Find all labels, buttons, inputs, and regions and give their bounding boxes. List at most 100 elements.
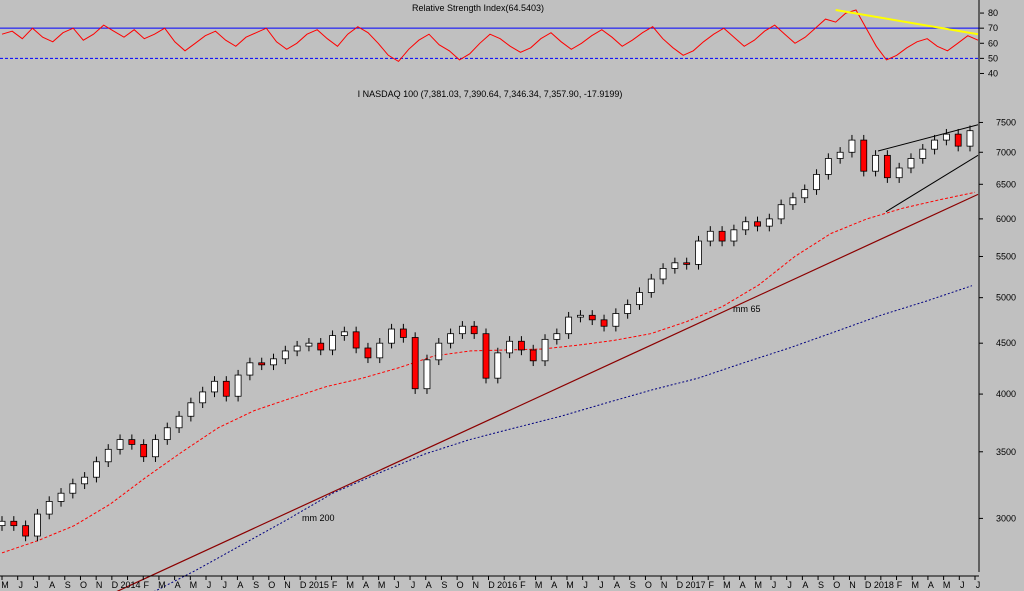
price-tick-label: 7000 [996,147,1016,157]
candle-body [895,167,903,179]
x-tick-label: F [143,580,149,590]
candle-body [258,362,266,366]
candle-body [22,525,30,537]
candle-body [883,154,891,179]
price-tick-label: 5500 [996,251,1016,261]
candle-body [518,340,525,351]
rsi-title: Relative Strength Index(64.5403) [412,3,544,13]
candle-body [553,333,561,340]
candle-body [234,374,242,397]
x-tick-label: J [772,580,777,590]
candle-body [624,304,632,314]
candle-body [565,316,573,335]
x-tick-label: S [818,580,824,590]
x-tick-label: O [268,580,275,590]
rsi-tick-label: 50 [988,53,998,63]
x-tick-label: J [787,580,792,590]
x-tick-label: M [755,580,763,590]
candle-body [718,230,726,242]
price-title: I NASDAQ 100 (7,381.03, 7,390.64, 7,346.… [358,89,623,99]
ma200-label: mm 200 [302,513,335,523]
x-tick-label: M [535,580,543,590]
rsi-tick-label: 40 [988,68,998,78]
candle-body [801,189,809,199]
x-tick-label: O [645,580,652,590]
candle-body [69,483,77,494]
x-tick-label: 2015 [309,580,329,590]
candle-body [954,133,962,147]
candle-body [529,349,537,362]
candle-body [600,319,608,327]
candle-body [848,139,856,153]
x-tick-label: N [96,580,103,590]
candle-body [706,230,714,242]
x-tick-label: A [237,580,243,590]
candle-body [942,133,950,141]
candle-body [187,402,195,417]
x-axis: M J J A S O N D 2014 F M A M J J A S O N D 2015 F M A M J J A S O N D 20… [0,575,980,590]
candle-body [931,139,938,150]
x-tick-label: J [395,580,400,590]
x-tick-label: J [34,580,39,590]
price-tick-label: 4500 [996,338,1016,348]
price-tick-label: 3500 [996,447,1016,457]
x-tick-label: S [441,580,447,590]
candle-body [211,380,218,393]
candle-body [458,325,466,335]
candle-body [541,338,549,362]
x-tick-label: N [473,580,480,590]
x-tick-label: O [80,580,87,590]
candle-body [305,342,313,347]
candle-body [765,218,773,227]
x-tick-label: J [222,580,227,590]
candlesticks [0,125,974,542]
price-axis: 3000 3500 4000 4500 5000 5500 6000 6500 7000 7500 [978,0,1016,572]
ma200-line [154,285,973,591]
support-trendline [116,193,979,591]
x-tick-label: N [284,580,291,590]
x-tick-label: M [566,580,574,590]
x-tick-label: D [865,580,872,590]
candle-body [376,342,384,359]
candle-body [588,314,596,321]
candle-body [93,461,100,478]
x-tick-label: J [207,580,212,590]
x-tick-label: A [426,580,432,590]
candle-body [352,331,360,349]
x-tick-label: M [723,580,731,590]
ma65-label: mm 65 [733,304,761,314]
price-tick-label: 6000 [996,214,1016,224]
candle-body [246,362,254,376]
candle-body [754,221,761,227]
x-tick-label: S [630,580,636,590]
price-tick-label: 7500 [996,117,1016,127]
candle-body [199,391,207,404]
candle-body [399,328,407,338]
candle-body [140,444,148,458]
candle-body [824,158,832,175]
candle-body [57,492,65,502]
x-tick-label: N [661,580,668,590]
x-tick-label: F [520,580,526,590]
candle-body [152,439,159,458]
candle-body [789,197,797,206]
x-tick-label: 2014 [121,580,141,590]
x-tick-label: M [1,580,9,590]
candle-body [659,268,667,280]
candle-body [647,278,655,293]
candle-body [293,345,301,352]
x-tick-label: A [175,580,181,590]
candle-body [317,342,325,351]
x-tick-label: D [677,580,684,590]
candle-body [695,240,702,265]
x-tick-label: 2016 [497,580,517,590]
x-tick-label: D [488,580,495,590]
candle-body [10,520,18,527]
x-tick-label: O [833,580,840,590]
x-tick-label: F [708,580,714,590]
candle-body [636,292,643,306]
x-tick-label: M [911,580,919,590]
candle-body [281,350,289,360]
x-tick-label: D [300,580,307,590]
